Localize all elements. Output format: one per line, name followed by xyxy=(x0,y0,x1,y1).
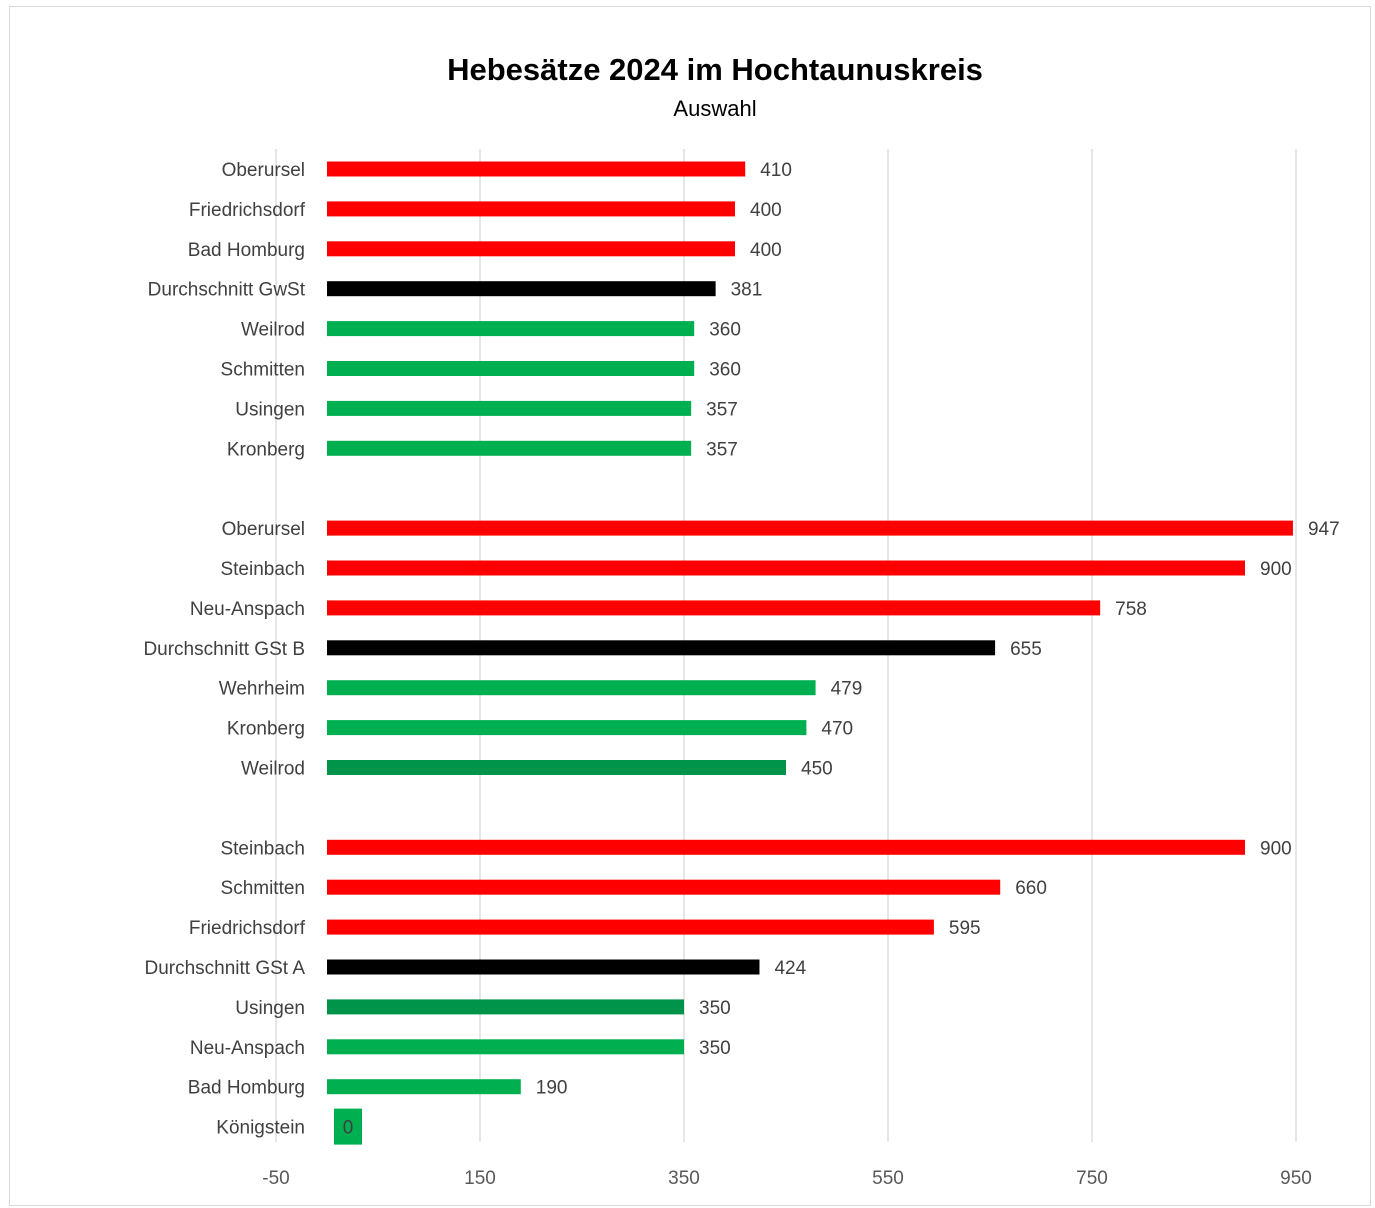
data-label: 357 xyxy=(706,439,738,460)
category-label: Durchschnitt GSt B xyxy=(143,639,305,660)
category-label: Königstein xyxy=(216,1118,305,1139)
bar xyxy=(327,321,695,337)
data-label: 595 xyxy=(949,918,981,939)
category-label: Neu-Anspach xyxy=(190,599,305,620)
data-label: 470 xyxy=(821,719,853,740)
bar xyxy=(327,999,684,1015)
category-label: Oberursel xyxy=(222,519,305,540)
bar xyxy=(327,201,735,217)
data-label: 360 xyxy=(709,320,741,341)
x-tick-label: 150 xyxy=(464,1168,496,1189)
data-label: 660 xyxy=(1015,878,1047,899)
bar xyxy=(327,361,695,376)
bar xyxy=(327,919,934,935)
category-label: Durchschnitt GwSt xyxy=(148,280,306,301)
bar xyxy=(327,440,692,456)
data-label: 758 xyxy=(1115,599,1147,620)
data-label: 479 xyxy=(831,679,863,700)
data-label: 400 xyxy=(750,240,782,261)
category-label: Schmitten xyxy=(221,878,305,899)
category-label: Kronberg xyxy=(227,719,305,740)
bar xyxy=(327,1079,521,1095)
data-label: 424 xyxy=(774,958,806,979)
category-label: Usingen xyxy=(235,399,305,420)
category-label: Wehrheim xyxy=(219,679,305,700)
data-label: 381 xyxy=(731,280,763,301)
chart-title: Hebesätze 2024 im Hochtaunuskreis xyxy=(447,52,983,87)
bar-chart: Hebesätze 2024 im Hochtaunuskreis Auswah… xyxy=(143,52,1340,1189)
x-axis-ticks: -50 150 350 550 750 950 xyxy=(262,1168,1312,1189)
x-tick-label: 550 xyxy=(872,1168,904,1189)
category-labels: Oberursel Friedrichsdorf Bad Homburg Durchs… xyxy=(143,160,305,1139)
category-label: Schmitten xyxy=(221,360,305,381)
category-label: Friedrichsdorf xyxy=(189,200,306,221)
data-label: 947 xyxy=(1308,519,1340,540)
data-label: 400 xyxy=(750,200,782,221)
category-label: Friedrichsdorf xyxy=(189,918,306,939)
category-label: Neu-Anspach xyxy=(190,1038,305,1059)
data-label: 190 xyxy=(536,1078,568,1099)
bar xyxy=(327,640,996,656)
bar xyxy=(327,720,807,736)
data-label: 900 xyxy=(1260,838,1292,859)
category-label: Kronberg xyxy=(227,439,305,460)
bar xyxy=(327,600,1101,616)
chart-subtitle: Auswahl xyxy=(673,96,756,121)
bar xyxy=(327,879,1001,895)
data-label: 360 xyxy=(709,360,741,381)
data-label: 350 xyxy=(699,998,731,1019)
bar xyxy=(327,560,1245,576)
bar xyxy=(327,241,735,257)
data-label: 357 xyxy=(706,399,738,420)
data-label: 0 xyxy=(343,1118,354,1139)
bar xyxy=(327,1039,684,1055)
bar xyxy=(327,680,816,696)
data-label: 410 xyxy=(760,160,792,181)
bar xyxy=(327,281,716,297)
x-tick-label: 950 xyxy=(1280,1168,1312,1189)
category-label: Weilrod xyxy=(241,320,305,341)
category-label: Usingen xyxy=(235,998,305,1019)
bar xyxy=(334,1108,362,1145)
bar xyxy=(327,400,692,416)
bar xyxy=(327,959,760,975)
data-label: 655 xyxy=(1010,639,1042,660)
category-label: Steinbach xyxy=(220,838,305,859)
bar xyxy=(327,760,786,775)
category-label: Bad Homburg xyxy=(188,1078,305,1099)
x-tick-label: -50 xyxy=(262,1168,289,1189)
bar xyxy=(327,520,1293,536)
bar xyxy=(327,161,746,177)
data-labels: 410 400 400 381 360 360 357 357 947 900 758 655 479 4… xyxy=(343,160,1340,1139)
bars xyxy=(327,161,1293,1145)
bar xyxy=(327,839,1245,855)
data-label: 900 xyxy=(1260,559,1292,580)
category-label: Weilrod xyxy=(241,759,305,780)
category-label: Durchschnitt GSt A xyxy=(144,958,305,979)
category-label: Steinbach xyxy=(220,559,305,580)
data-label: 350 xyxy=(699,1038,731,1059)
chart-area: Hebesätze 2024 im Hochtaunuskreis Auswah… xyxy=(9,6,1371,1206)
category-label: Oberursel xyxy=(222,160,305,181)
data-label: 450 xyxy=(801,759,833,780)
category-label: Bad Homburg xyxy=(188,240,305,261)
x-tick-label: 750 xyxy=(1076,1168,1108,1189)
x-tick-label: 350 xyxy=(668,1168,700,1189)
